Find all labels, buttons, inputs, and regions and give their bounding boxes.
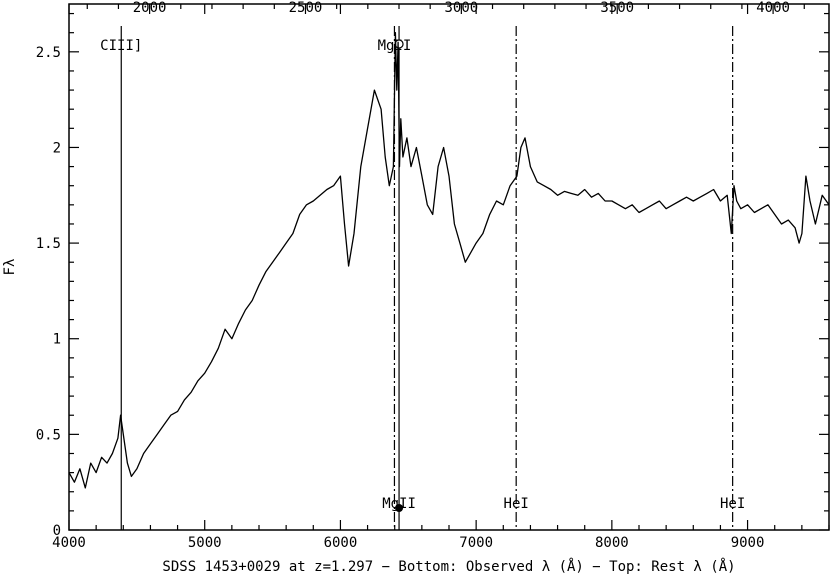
line-marker-dot — [395, 504, 404, 512]
axis-ticks — [68, 4, 830, 531]
x-tick-label: 4000 — [52, 535, 86, 551]
reference-line-label: HeI — [720, 496, 745, 512]
reference-line-label: MgII — [382, 496, 416, 512]
x-tick-label: 9000 — [731, 535, 765, 551]
tick-labels: 4000 5000 6000 7000 8000 9000 0 0.5 1 1.5 2 2.5 2000… — [36, 0, 790, 551]
x-axis-title: SDSS 1453+0029 at z=1.297 − Bottom: Obse… — [162, 558, 735, 575]
plot-frame — [68, 3, 830, 531]
y-tick-label: 1.5 — [36, 236, 61, 252]
top-tick-label: 3000 — [444, 0, 478, 16]
reference-lines: CIII] MgII MgII HeI HeI — [100, 26, 745, 530]
top-tick-label: 4000 — [756, 0, 790, 16]
reference-line-label: CIII] — [100, 38, 142, 54]
x-tick-label: 7000 — [459, 535, 493, 551]
y-tick-label: 0.5 — [36, 427, 61, 443]
y-tick-label: 0 — [53, 523, 61, 539]
y-tick-label: 2 — [53, 140, 61, 156]
spectrum-series-line — [68, 32, 830, 489]
top-tick-label: 2500 — [289, 0, 323, 16]
reference-line-label: MgII — [378, 38, 412, 54]
x-tick-label: 6000 — [324, 535, 358, 551]
y-axis-title: Fλ — [2, 259, 18, 276]
x-tick-label: 5000 — [188, 535, 222, 551]
top-tick-label: 3500 — [600, 0, 634, 16]
top-tick-label: 2000 — [133, 0, 167, 16]
y-tick-label: 2.5 — [36, 45, 61, 61]
reference-line-label: HeI — [504, 496, 529, 512]
y-tick-label: 1 — [53, 332, 61, 348]
x-tick-label: 8000 — [595, 535, 629, 551]
